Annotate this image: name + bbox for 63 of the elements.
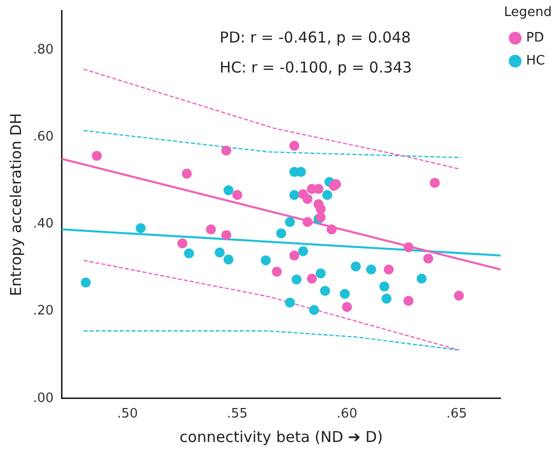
point — [309, 304, 320, 315]
y-tick-label: .60 — [32, 129, 54, 144]
point — [302, 194, 312, 204]
point — [340, 288, 350, 299]
point — [292, 274, 302, 285]
point — [92, 150, 102, 161]
point — [322, 190, 332, 200]
point — [232, 190, 242, 200]
annotation: PD: r = -0.461, p = 0.048 — [220, 28, 411, 47]
point — [184, 248, 194, 258]
y-tick-label: .40 — [32, 216, 54, 232]
legend-title: Legend — [504, 4, 552, 20]
x-tick-label: .50 — [117, 406, 138, 422]
point — [423, 254, 434, 264]
x-tick-label: .60 — [336, 406, 358, 422]
point — [289, 140, 300, 151]
point — [320, 286, 330, 296]
point — [223, 185, 234, 196]
x-tick-label: .65 — [446, 406, 468, 422]
point — [416, 274, 427, 284]
point — [403, 242, 414, 252]
point — [177, 238, 188, 248]
point — [342, 302, 352, 312]
legend-label: PD — [526, 30, 544, 46]
point — [403, 296, 414, 306]
point — [382, 294, 392, 304]
point — [260, 255, 271, 266]
point — [206, 224, 216, 234]
point — [384, 264, 394, 274]
point — [379, 281, 390, 292]
legend-label: HC — [526, 53, 546, 68]
point — [316, 268, 326, 278]
point — [454, 290, 464, 301]
point — [298, 246, 308, 256]
point — [272, 266, 282, 277]
point — [289, 190, 300, 200]
point — [214, 248, 225, 258]
y-tick-label: .20 — [32, 304, 54, 319]
point — [366, 264, 376, 274]
point — [284, 217, 295, 228]
point — [430, 178, 440, 188]
point — [331, 179, 342, 190]
point — [316, 212, 326, 222]
point — [306, 274, 317, 284]
annotation: HC: r = -0.100, p = 0.343 — [220, 58, 412, 77]
y-tick-label: .00 — [32, 390, 54, 406]
x-tick-label: .55 — [226, 406, 248, 422]
point — [302, 217, 312, 228]
y-tick-label: .80 — [32, 42, 54, 58]
point — [284, 298, 295, 308]
point — [80, 278, 91, 288]
point — [136, 223, 146, 234]
point — [326, 224, 337, 234]
point — [276, 228, 286, 238]
point — [350, 261, 361, 272]
x-axis-title: connectivity beta (ND ➔ D) — [180, 428, 383, 446]
y-axis-title: Entropy acceleration DH — [6, 113, 25, 296]
point — [289, 250, 300, 261]
point — [221, 230, 232, 240]
point — [221, 146, 232, 156]
point — [316, 204, 326, 214]
point — [223, 254, 234, 264]
point — [182, 168, 192, 179]
